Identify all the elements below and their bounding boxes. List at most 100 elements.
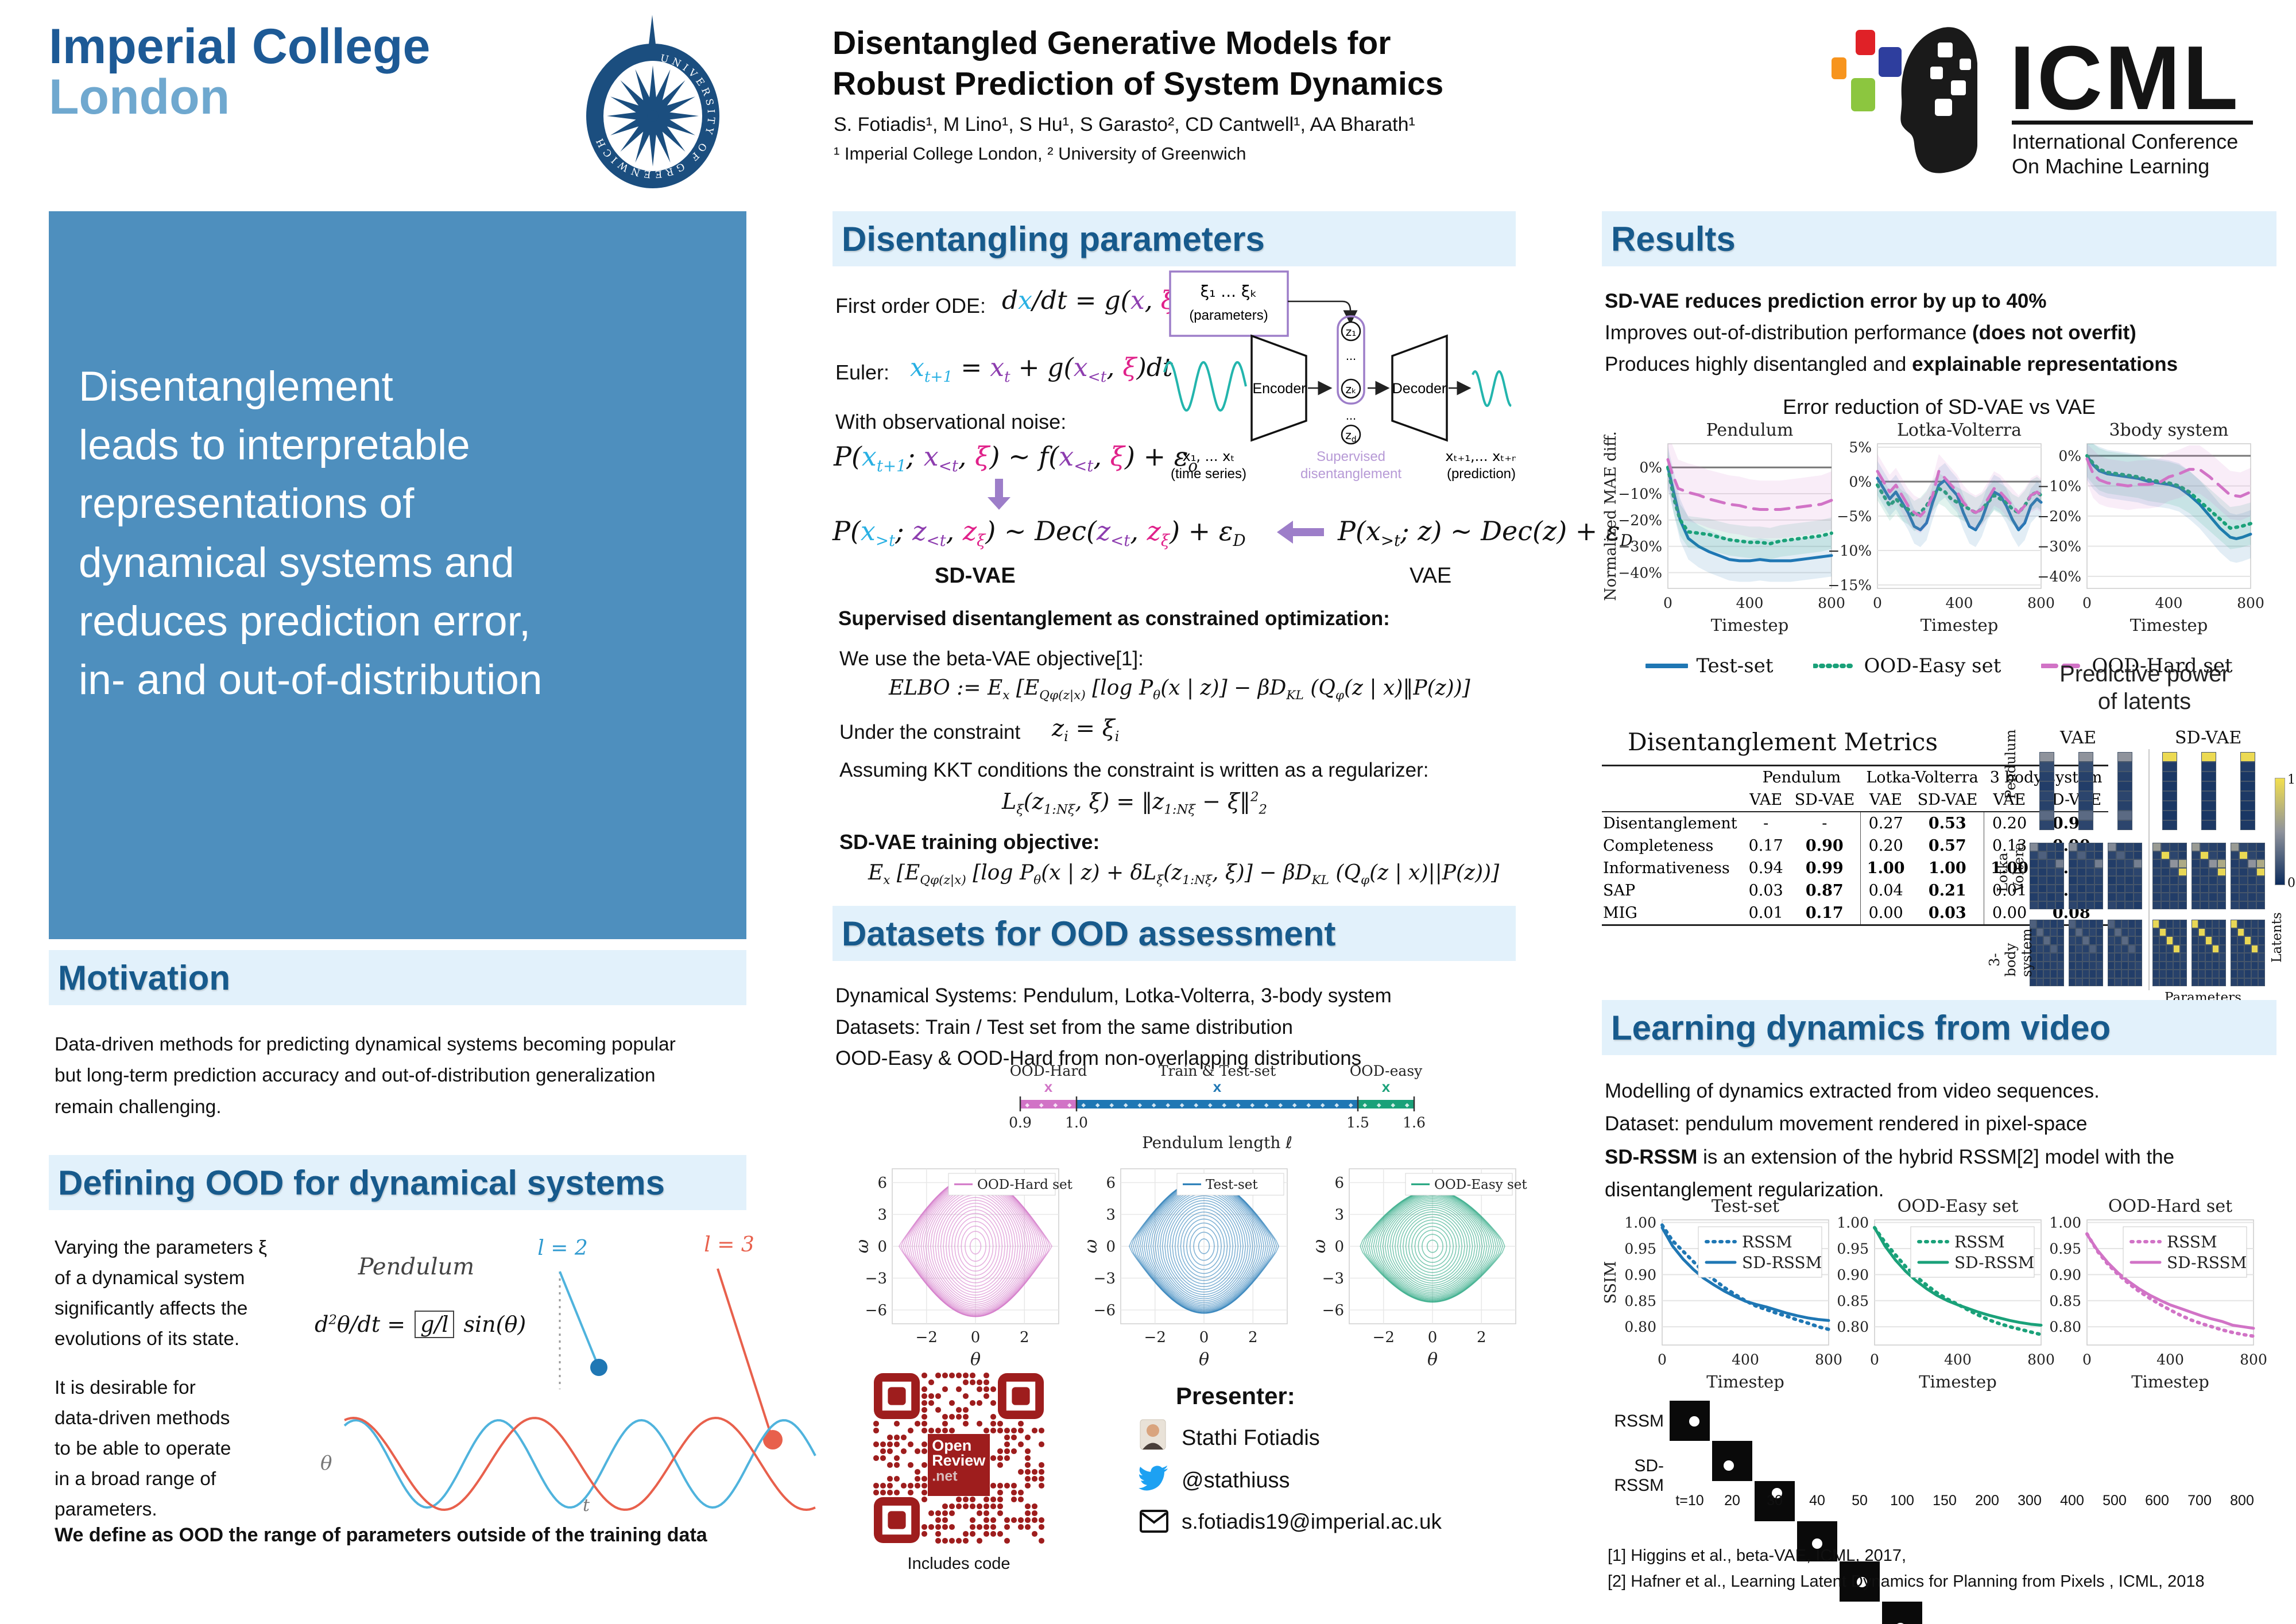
phase-loop bbox=[1180, 1215, 1228, 1278]
presenter-twitter[interactable]: @stathiuss bbox=[1182, 1468, 1290, 1493]
heatmap-cell bbox=[2178, 867, 2187, 876]
parameters-caption: (parameters) bbox=[1189, 308, 1268, 323]
range-tick-label: 1.5 bbox=[1346, 1114, 1369, 1131]
results-line3-pre: Produces highly disentangled and bbox=[1605, 353, 1912, 375]
presenter-email[interactable]: s.fotiadis19@imperial.ac.uk bbox=[1182, 1510, 1442, 1533]
objective-equation: Ex [EQφ(z|x) [log Pθ(x | z) + δLξ(z1:Nξ,… bbox=[868, 861, 1499, 887]
heatmap-cell bbox=[2135, 953, 2142, 962]
ytick-label: 0.90 bbox=[1837, 1266, 1869, 1283]
heatmap-cell bbox=[2086, 884, 2094, 893]
heatmap-cell bbox=[2231, 936, 2237, 945]
heatmap-cell bbox=[2231, 920, 2237, 928]
noise-equation: P(xt+1; x<t, ξ) ~ f(x<t, ξ) + εo bbox=[834, 441, 1198, 475]
equation-segment: = bbox=[1068, 715, 1102, 742]
ylabel: ω bbox=[1084, 1239, 1101, 1253]
heatmap-cell bbox=[2128, 920, 2135, 928]
qr-module bbox=[1024, 1468, 1031, 1475]
heatmap-cell bbox=[2069, 893, 2077, 901]
heatmap-cell bbox=[2192, 944, 2198, 953]
phase-portrait: 6 3 0 −3 −6 −2 0 2 OOD-Hard set θ ω bbox=[855, 1168, 1073, 1370]
heatmap-cell bbox=[2201, 781, 2216, 791]
heatmap-grid-vae bbox=[2117, 752, 2132, 830]
sine-ylabel-theta: θ bbox=[320, 1452, 332, 1475]
heatmap-cell bbox=[2057, 978, 2064, 986]
heatmap-cell bbox=[2039, 791, 2054, 801]
range-marker: ◆ bbox=[1362, 1102, 1367, 1108]
heatmap-cell bbox=[2055, 876, 2064, 885]
equation-segment: ) + εD bbox=[1170, 516, 1246, 551]
heatmap-cell bbox=[2036, 978, 2043, 986]
legend-label: OOD-Hard set bbox=[977, 1177, 1073, 1192]
qr-module bbox=[1024, 1462, 1031, 1468]
heatmap-cell bbox=[2050, 944, 2057, 953]
panel-title: OOD-Easy set bbox=[1898, 1197, 2019, 1216]
equation-segment: sin(θ) bbox=[456, 1312, 526, 1337]
heatmap-cell bbox=[2030, 928, 2036, 936]
heatmap-cell bbox=[2170, 893, 2178, 901]
qr-module bbox=[962, 1406, 969, 1413]
heatmap-cell bbox=[2089, 920, 2096, 928]
presenter-label: Presenter: bbox=[1176, 1382, 1295, 1409]
equation-segment: Lξ bbox=[1002, 789, 1024, 817]
phase-loop bbox=[935, 1194, 1016, 1299]
xlabel: θ bbox=[970, 1350, 981, 1370]
equation-segment: , bbox=[958, 441, 975, 472]
heatmap-cell bbox=[2043, 920, 2050, 928]
heatmap-cell bbox=[2159, 953, 2166, 962]
qr-module bbox=[880, 1441, 886, 1448]
qr-module bbox=[969, 1530, 976, 1537]
heatmap-cell bbox=[2036, 936, 2043, 945]
panel-title: OOD-Hard set bbox=[2108, 1197, 2232, 1216]
heatmap-cell bbox=[2094, 876, 2103, 885]
metric-value: 0.17 bbox=[1748, 837, 1783, 855]
phase-portraits: 6 3 0 −3 −6 −2 0 2 OOD-Hard set θ ω 6 3 0 −3 −6 −2 0 2 Test… bbox=[855, 1161, 1530, 1374]
heatmap-cell bbox=[2180, 970, 2187, 978]
video-frame bbox=[1882, 1602, 1922, 1624]
greenwich-seal-icon: UNIVERSITY OF GREENWICH bbox=[586, 15, 719, 188]
heatmap-cell bbox=[2205, 953, 2212, 962]
qr-module bbox=[886, 1475, 893, 1482]
heatmap-cell bbox=[2161, 859, 2170, 868]
equation-segment: P( bbox=[834, 441, 862, 472]
equation-segment: /dt = g( bbox=[1032, 286, 1130, 315]
qr-module bbox=[948, 1400, 955, 1406]
video-frame bbox=[1797, 1521, 1837, 1561]
heatmap-cell bbox=[2082, 970, 2089, 978]
elbo-equation: ELBO := Ex [EQφ(z|x) [log Pθ(x | z)] − β… bbox=[889, 676, 1470, 703]
predictive-power-figure: Predictive power of latents VAE SD-VAE Pen… bbox=[1987, 660, 2296, 1016]
phase-loop bbox=[1389, 1203, 1476, 1290]
qr-module bbox=[997, 1420, 1004, 1427]
qr-module bbox=[886, 1448, 893, 1455]
equation-segment: d2 bbox=[315, 1312, 337, 1337]
heatmap-cell bbox=[2115, 920, 2121, 928]
qr-module bbox=[955, 1372, 962, 1379]
equation-segment: g/l bbox=[415, 1311, 455, 1338]
qr-module bbox=[880, 1482, 886, 1489]
pendulum-bob-l3 bbox=[763, 1430, 783, 1449]
equation-segment: ξ bbox=[1110, 441, 1125, 472]
heatmap-cell bbox=[2219, 944, 2226, 953]
phase-loop bbox=[1392, 1204, 1473, 1288]
heatmap-cell bbox=[2039, 781, 2054, 791]
heatmap-cell bbox=[2086, 859, 2094, 868]
qr-module bbox=[907, 1489, 914, 1496]
range-marker: ◆ bbox=[1053, 1102, 1058, 1108]
equation-segment: , bbox=[1144, 286, 1161, 315]
heatmap-cell bbox=[2180, 920, 2187, 928]
heatmap-cell bbox=[2239, 901, 2248, 909]
qr-module bbox=[948, 1510, 955, 1517]
heatmap-col-header: SD-VAE bbox=[2175, 728, 2242, 748]
heatmap-cell bbox=[2231, 928, 2237, 936]
panel-title: Pendulum bbox=[1706, 420, 1794, 440]
heatmap-cell bbox=[2069, 876, 2077, 885]
heatmap-cell bbox=[2116, 859, 2125, 868]
qr-module bbox=[948, 1537, 955, 1544]
heatmap-cell bbox=[2069, 961, 2076, 970]
qr-module bbox=[907, 1427, 914, 1434]
qr-module bbox=[921, 1496, 928, 1503]
range-marker: ◆ bbox=[1236, 1102, 1241, 1108]
range-marker: ◆ bbox=[1377, 1102, 1381, 1108]
qr-module bbox=[886, 1489, 893, 1496]
frame-time-label: 40 bbox=[1809, 1493, 1825, 1509]
heatmap-cell bbox=[2170, 901, 2178, 909]
